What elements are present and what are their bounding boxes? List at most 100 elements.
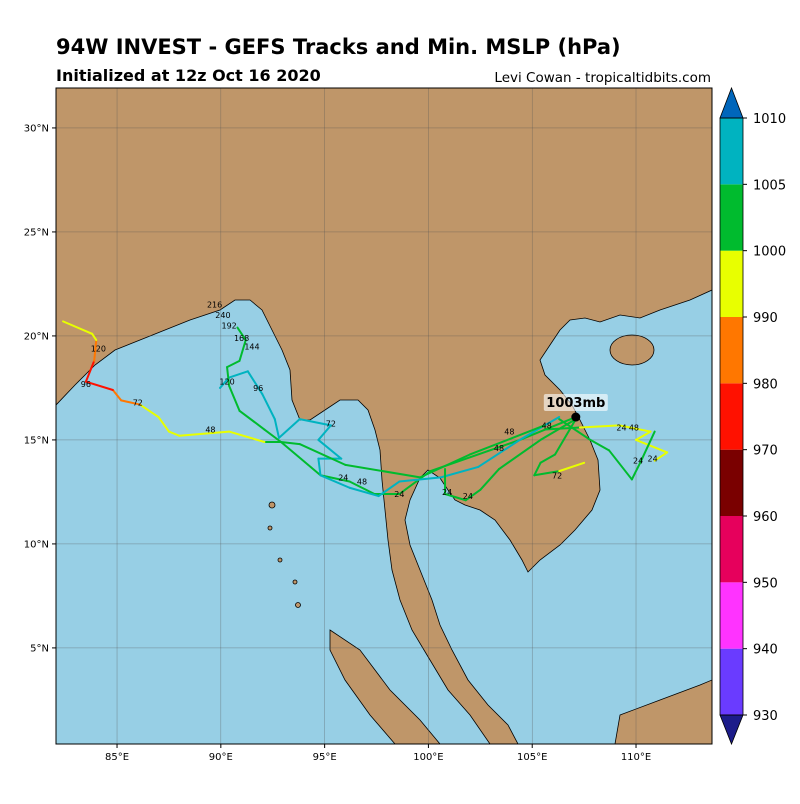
track-segment <box>348 480 376 495</box>
storm-position <box>571 412 581 422</box>
hour-label: 120 <box>219 378 234 387</box>
track-segment <box>111 389 123 402</box>
hour-label: 24 <box>616 423 626 432</box>
track-segment <box>558 418 592 441</box>
y-tick-label: 30°N <box>24 123 49 134</box>
hour-label: 240 <box>215 311 230 320</box>
colorbar: 930 940 950 960 970 980 990 1000 1005 1010 <box>719 86 786 746</box>
colorbar-bin <box>720 648 743 715</box>
colorbar-tick-label: 970 <box>753 444 778 459</box>
island <box>292 579 298 585</box>
x-tick-label: 90°E <box>209 752 233 763</box>
track-segment <box>477 438 521 468</box>
track-segment <box>498 438 542 471</box>
track-segment <box>84 359 96 383</box>
track-segment <box>238 339 247 362</box>
hainan <box>609 334 655 366</box>
track-segment <box>589 438 611 452</box>
hour-label: 96 <box>253 384 263 393</box>
hour-label: 168 <box>234 334 249 343</box>
track-segment <box>238 409 266 431</box>
island <box>277 557 283 563</box>
colorbar-tick-label: 990 <box>753 311 778 326</box>
colorbar-bin <box>720 317 743 384</box>
x-tick-label: 85°E <box>105 752 129 763</box>
storm-label: 1003mb <box>546 396 605 411</box>
hour-label: 48 <box>504 428 514 437</box>
colorbar-bin <box>720 383 743 450</box>
track-segment <box>317 457 322 477</box>
hour-label: 48 <box>357 478 367 487</box>
track-segment <box>554 418 577 456</box>
track-segment <box>263 428 283 443</box>
colorbar-frame <box>719 117 744 716</box>
track-segment <box>635 430 652 441</box>
track-segment <box>178 430 231 437</box>
track-segment <box>533 470 561 477</box>
track-segment <box>344 463 422 479</box>
track-segment <box>84 380 114 392</box>
axes: 85°E 90°E 95°E 100°E 105°E 110°E 5°N 10°N 15°N 20… <box>24 123 651 763</box>
hour-label: 24 <box>442 488 452 497</box>
track-segment <box>539 453 557 464</box>
colorbar-tick-label: 950 <box>753 576 778 591</box>
colorbar-bin <box>720 516 743 583</box>
track-segment <box>479 468 501 491</box>
track-segment <box>298 418 332 427</box>
track-segment <box>93 339 98 362</box>
x-tick-label: 100°E <box>413 752 443 763</box>
colorbar-tick-label: 1005 <box>753 178 786 193</box>
track-segment <box>280 440 301 446</box>
track-segment <box>91 332 98 342</box>
title: 94W INVEST - GEFS Tracks and Min. MSLP (… <box>56 35 621 59</box>
colorbar-bin <box>720 118 743 185</box>
borneo <box>614 679 712 744</box>
track-segment <box>62 320 94 335</box>
track-segment <box>280 440 322 477</box>
track-segment <box>138 403 160 419</box>
hour-label: 144 <box>244 342 259 351</box>
hour-label: 24 <box>633 457 643 466</box>
grid <box>56 88 712 744</box>
island <box>295 602 301 608</box>
hour-label: 48 <box>629 423 639 432</box>
hour-label: 24 <box>338 473 348 482</box>
colorbar-bin <box>720 582 743 649</box>
colorbar-tick-label: 960 <box>753 510 778 525</box>
track-segment <box>261 393 276 421</box>
map-area: 2162401921681441209672482424487296120484… <box>56 88 712 744</box>
y-tick-label: 15°N <box>24 435 49 446</box>
hour-label: 24 <box>648 455 658 464</box>
hour-label: 48 <box>205 426 215 435</box>
track-segment <box>464 488 482 502</box>
hour-label: 24 <box>394 490 404 499</box>
track-segment <box>120 399 141 406</box>
hour-label: 96 <box>81 380 91 389</box>
map-frame <box>55 87 713 745</box>
colorbar-bin <box>720 250 743 317</box>
y-tick-label: 5°N <box>30 643 49 654</box>
track-segment <box>468 424 546 456</box>
track-segment <box>246 370 264 396</box>
x-tick-label: 105°E <box>517 752 547 763</box>
track-segment <box>226 359 241 369</box>
track-segment <box>578 424 621 429</box>
track-segment <box>226 366 231 387</box>
track-segment <box>228 384 241 412</box>
track-segment <box>236 326 247 342</box>
hour-label: 72 <box>326 419 336 428</box>
track-segment <box>273 418 280 439</box>
track-segment <box>398 476 442 483</box>
track-segment <box>377 480 401 498</box>
track-segment <box>558 461 586 473</box>
y-tick-label: 10°N <box>24 539 49 550</box>
track-segment <box>543 426 581 431</box>
y-tick-label: 20°N <box>24 331 49 342</box>
track-segment <box>635 438 669 454</box>
colorbar-under <box>719 714 744 746</box>
colorbar-tick-label: 1010 <box>753 112 786 127</box>
track-segment <box>653 451 669 462</box>
hour-label: 24 <box>463 492 473 501</box>
